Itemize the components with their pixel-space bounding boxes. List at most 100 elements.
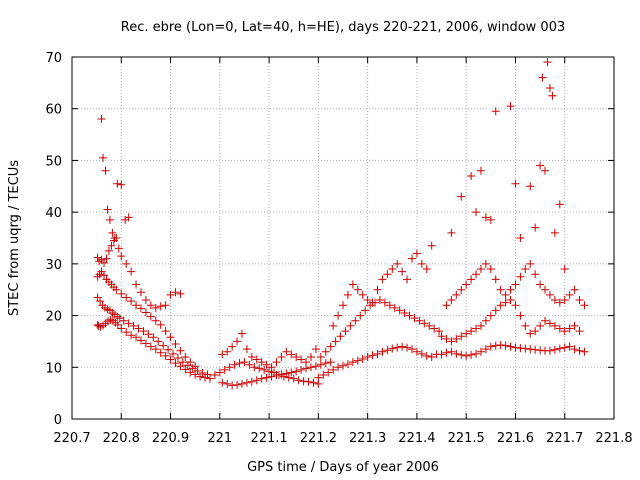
data-point [531,223,540,232]
data-point [555,344,564,353]
data-point [314,373,323,382]
data-point [415,316,424,325]
data-point [555,200,564,209]
data-point [462,329,471,338]
data-point [181,365,190,374]
data-point [442,334,451,343]
data-point [496,341,505,350]
data-point [403,343,412,352]
data-point [393,259,402,268]
data-point [267,363,276,372]
data-point [410,314,419,323]
data-point [398,342,407,351]
data-point [100,271,109,280]
data-point [292,367,301,376]
data-point [486,342,495,351]
data-point [491,275,500,284]
data-point [545,290,554,299]
data-point [476,265,485,274]
data-point [112,285,121,294]
data-point [538,73,547,82]
data-point [114,244,123,253]
data-point [257,374,266,383]
data-point [580,301,589,310]
data-point [462,280,471,289]
data-point [164,345,173,354]
data-point [437,332,446,341]
data-point [272,358,281,367]
y-tick-label: 60 [45,103,62,118]
data-point [176,362,185,371]
x-tick-label: 221.2 [300,431,337,446]
data-point [176,289,185,298]
data-point [430,324,439,333]
data-point [161,327,170,336]
data-point [462,351,471,360]
data-point [447,296,456,305]
data-point [467,327,476,336]
data-point [516,344,525,353]
data-point [457,285,466,294]
data-point [353,285,362,294]
y-tick-label: 20 [45,310,62,325]
data-point [541,285,550,294]
data-point [151,303,160,312]
data-point [358,290,367,299]
data-point [252,376,261,385]
data-point [506,285,515,294]
data-point [427,352,436,361]
data-point [321,359,330,368]
data-point [472,324,481,333]
data-point [457,350,466,359]
data-point [96,297,105,306]
data-point [481,316,490,325]
data-point [521,265,530,274]
data-point [343,290,352,299]
data-point [282,369,291,378]
data-point [287,350,296,359]
data-point [161,301,170,310]
data-point [351,316,360,325]
data-point [405,311,414,320]
x-tick-label: 221.1 [250,431,287,446]
data-point [358,355,367,364]
data-point [299,377,308,386]
data-point [228,381,237,390]
data-point [388,344,397,353]
data-point [230,360,239,369]
data-point [146,301,155,310]
data-point [181,352,190,361]
data-point [575,327,584,336]
data-points [93,58,589,390]
data-point [218,378,227,387]
data-point [311,345,320,354]
data-point [166,333,175,342]
data-point [565,342,574,351]
data-point [110,234,119,242]
data-point [452,290,461,299]
data-point [560,265,569,274]
data-point [550,228,559,237]
data-point [247,352,256,361]
data-point [395,306,404,315]
data-point [543,58,552,67]
data-point [516,234,525,242]
data-point [339,301,347,310]
data-point [265,367,274,376]
data-point [193,366,202,375]
data-point [132,280,141,289]
data-point [117,289,126,298]
data-point [486,311,495,320]
data-point [297,355,306,364]
data-point [346,321,355,330]
data-point [560,343,569,352]
x-tick-label: 221.7 [546,431,583,446]
data-point [501,298,510,307]
data-point [233,380,242,389]
data-point [321,347,330,356]
data-point [496,301,505,310]
data-point [198,368,207,377]
data-point [156,302,165,311]
data-point [521,321,530,330]
